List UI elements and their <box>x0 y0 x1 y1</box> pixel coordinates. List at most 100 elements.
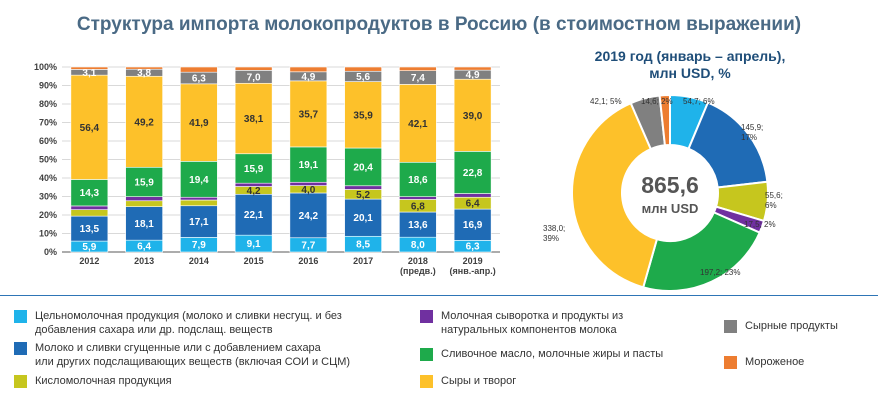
legend-swatch <box>14 310 27 323</box>
legend-label: Сыры и творог <box>441 375 517 387</box>
legend-swatch <box>420 375 433 388</box>
bar-segment-cheese <box>125 75 163 168</box>
pie-center-unit: млн USD <box>641 201 699 216</box>
bar-data-label: 19,4 <box>189 175 209 186</box>
x-tick-label: 2014 <box>189 256 209 266</box>
bar-data-label: 35,7 <box>299 109 319 120</box>
bar-segment-condensed <box>70 215 109 242</box>
bar-segment-ice_cream <box>234 66 273 71</box>
bar-data-label: 3,1 <box>82 68 96 79</box>
x-tick-label: (предв.) <box>400 266 436 276</box>
bar-data-label: 16,9 <box>463 220 483 231</box>
bar-data-label: 35,9 <box>353 110 373 121</box>
pie-slice-cheese <box>571 101 659 289</box>
bar-data-label: 22,1 <box>244 210 264 221</box>
bar-data-label: 18,6 <box>408 175 428 186</box>
y-tick-label: 10% <box>39 229 57 239</box>
stacked-bar-chart: 0% 10% 20% 30% 40% 50% 60% 70% 80% 90% 100% 5,9 13,5… <box>34 62 500 276</box>
bar-data-label: 3,8 <box>137 68 151 79</box>
legend-item-cheese_products: Сырные продукты <box>724 319 838 333</box>
bar-segment-ice_cream <box>125 66 163 70</box>
x-tick-label: 2015 <box>244 256 264 266</box>
page-title: Структура импорта молокопродуктов в Росс… <box>76 14 802 35</box>
bar-segment-cheese <box>70 74 109 180</box>
bar-segment-condensed <box>289 192 328 239</box>
legend-swatch <box>724 320 737 333</box>
legend-swatch <box>14 342 27 355</box>
bar-data-label: 15,9 <box>244 164 264 175</box>
y-tick-label: 80% <box>39 99 57 109</box>
bar-segment-cheese <box>453 78 492 152</box>
y-tick-label: 20% <box>39 210 57 220</box>
bar-data-label: 39,0 <box>463 111 483 122</box>
y-tick-label: 60% <box>39 136 57 146</box>
y-tick-label: 30% <box>39 192 57 202</box>
bar-data-label: 41,9 <box>189 118 209 129</box>
pie-slice-ice_cream <box>658 93 671 147</box>
legend-label: Сливочное масло, молочные жиры и пасты <box>441 348 664 360</box>
bar-data-label: 7,9 <box>192 240 206 251</box>
legend-item-ice_cream: Мороженое <box>724 355 804 369</box>
bar-data-label: 14,3 <box>80 188 100 199</box>
bar-data-label: 6,3 <box>466 242 480 253</box>
pie-slice-label: 14,6; 2% <box>641 97 673 106</box>
legend-item-whey: Молочная сыворотка и продукты из натураль… <box>420 309 623 337</box>
pie-slice-label: 42,1; 5% <box>590 97 622 106</box>
bar-data-label: 24,2 <box>299 211 319 222</box>
bar-segment-butter <box>70 179 109 207</box>
legend-item-butter: Сливочное масло, молочные жиры и пасты <box>420 347 663 361</box>
y-tick-label: 50% <box>39 155 57 165</box>
x-tick-label: 2012 <box>79 256 99 266</box>
bar-segment-butter <box>180 161 218 198</box>
x-tick-label: (янв.-апр.) <box>450 266 496 276</box>
x-tick-label: 2019 <box>463 256 483 266</box>
legend-label: Молочная сыворотка и продукты из натураль… <box>441 310 624 336</box>
legend-swatch <box>724 356 737 369</box>
bar-segment-ice_cream <box>180 66 218 73</box>
bar-segment-butter <box>344 147 382 187</box>
bar-segment-condensed <box>125 206 163 241</box>
bar-segment-butter <box>399 161 437 197</box>
legend-swatch <box>420 310 433 323</box>
bar-data-label: 6,8 <box>411 201 425 212</box>
legend-item-condensed: Молоко и сливки сгущенные или с добавлен… <box>14 341 350 369</box>
bar-data-label: 18,1 <box>134 219 154 230</box>
y-tick-label: 100% <box>34 62 57 72</box>
bar-segment-butter <box>125 166 163 197</box>
bar-data-label: 17,1 <box>189 217 209 228</box>
bar-segment-butter <box>453 151 492 194</box>
pie-slice-butter <box>642 211 761 290</box>
bar-segment-condensed <box>399 211 437 238</box>
bar-data-label: 20,4 <box>353 162 373 173</box>
bar-segment-ice_cream <box>289 66 328 73</box>
bar-data-label: 5,6 <box>356 72 370 83</box>
legend-item-cheese: Сыры и творог <box>420 374 516 388</box>
bar-data-label: 9,1 <box>247 239 261 250</box>
legend-item-fermented: Кисломолочная продукция <box>14 374 172 388</box>
bar-segment-condensed <box>234 193 273 236</box>
y-tick-label: 40% <box>39 173 57 183</box>
x-tick-label: 2013 <box>134 256 154 266</box>
bar-data-label: 20,1 <box>353 213 373 224</box>
y-tick-label: 90% <box>39 81 57 91</box>
bar-data-label: 49,2 <box>134 117 154 128</box>
bar-data-label: 22,8 <box>463 168 483 179</box>
bar-data-label: 8,0 <box>411 240 425 251</box>
x-tick-label: 2016 <box>298 256 318 266</box>
bar-data-label: 4,0 <box>301 185 315 196</box>
bar-data-label: 42,1 <box>408 119 428 130</box>
bar-data-label: 13,5 <box>80 224 100 235</box>
bar-data-label: 56,4 <box>80 123 100 134</box>
bar-data-label: 7,7 <box>301 240 315 251</box>
legend-item-whole_milk: Цельномолочная продукция (молоко и сливк… <box>14 309 342 337</box>
pie-center-total: 865,6 <box>641 172 699 198</box>
x-tick-label: 2018 <box>408 256 428 266</box>
pie-slice-label: 197,2; 23% <box>700 268 741 277</box>
bar-data-label: 38,1 <box>244 114 264 125</box>
bar-data-label: 19,1 <box>299 160 319 171</box>
bar-data-label: 7,0 <box>247 72 261 83</box>
bar-data-label: 5,2 <box>356 190 370 201</box>
legend-swatch <box>14 375 27 388</box>
bar-segment-ice_cream <box>453 66 492 71</box>
x-tick-label: 2017 <box>353 256 373 266</box>
